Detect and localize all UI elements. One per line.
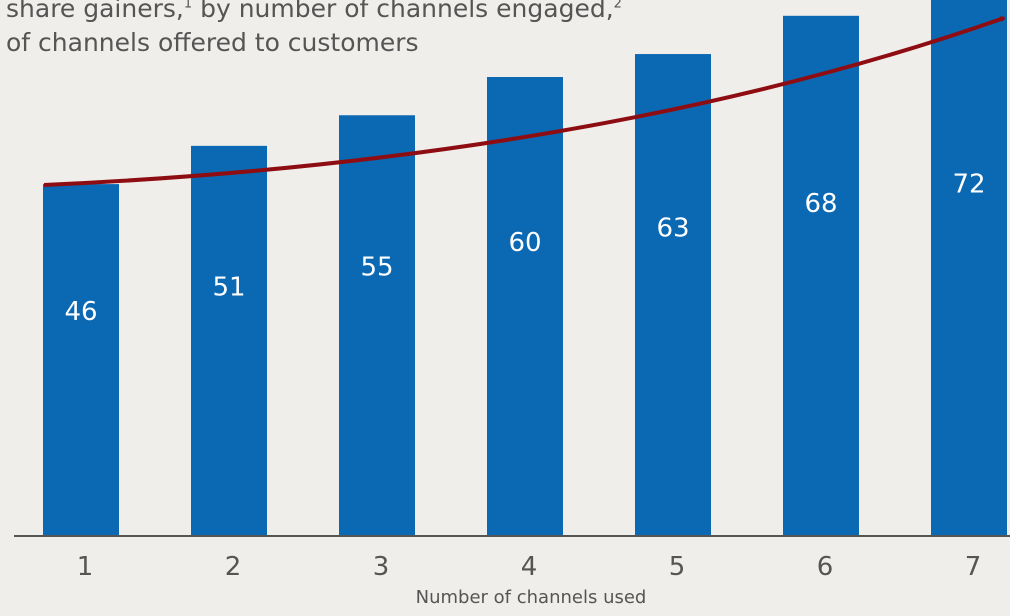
bar-6 <box>783 15 859 537</box>
bar-value-label-3: 55 <box>360 253 393 283</box>
x-tick-2: 2 <box>225 552 242 582</box>
x-tick-6: 6 <box>817 552 834 582</box>
x-tick-1: 1 <box>77 552 94 582</box>
bar-value-label-1: 46 <box>64 297 97 327</box>
bar-value-label-4: 60 <box>508 228 541 258</box>
bar-2 <box>191 145 267 536</box>
x-tick-3: 3 <box>373 552 390 582</box>
bar-4 <box>487 77 563 536</box>
bar-value-label-5: 63 <box>656 214 689 244</box>
bar-5 <box>635 54 711 537</box>
x-axis-title: Number of channels used <box>416 587 647 608</box>
bar-value-label-2: 51 <box>212 272 245 302</box>
chart-subtitle: share gainers,1 by number of channels en… <box>6 0 622 57</box>
x-tick-5: 5 <box>669 552 686 582</box>
trend-arrow <box>43 16 1004 187</box>
bar-7 <box>931 0 1007 536</box>
bars-group: 46 51 55 60 63 68 72 <box>43 0 1007 537</box>
bar-value-label-7: 72 <box>952 169 985 199</box>
bar-3 <box>339 115 415 536</box>
x-tick-4: 4 <box>521 552 538 582</box>
x-tick-labels: 1 2 3 4 5 6 7 <box>77 552 982 582</box>
x-tick-7: 7 <box>965 552 982 582</box>
bar-1 <box>43 184 119 536</box>
bar-value-label-6: 68 <box>804 189 837 219</box>
